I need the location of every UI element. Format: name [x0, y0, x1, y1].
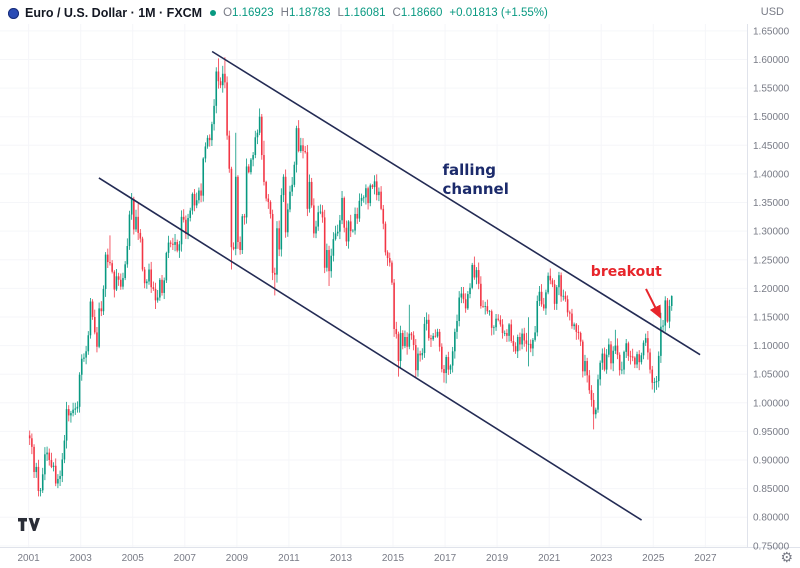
open-value: 1.16923 [232, 7, 274, 19]
svg-text:2027: 2027 [694, 553, 717, 564]
tradingview-logo-icon [18, 518, 40, 531]
breakout-label[interactable]: breakout [591, 264, 662, 280]
open-label: O [223, 7, 233, 19]
eurusd-symbol-icon[interactable] [8, 7, 19, 19]
settings-gear-icon[interactable]: ⚙ [780, 549, 793, 565]
symbol-title[interactable]: Euro / U.S. Dollar · 1M · FXCM [25, 6, 203, 20]
time-axis[interactable]: 2001 2003 2005 2007 2009 2011 2013 2015 2017 2019… [17, 553, 716, 564]
svg-text:0.90000: 0.90000 [753, 456, 790, 467]
breakout-arrow[interactable] [645, 288, 661, 319]
svg-text:1.30000: 1.30000 [753, 227, 790, 238]
svg-text:1.10000: 1.10000 [753, 341, 790, 352]
svg-text:1.15000: 1.15000 [753, 313, 790, 324]
svg-text:1.55000: 1.55000 [753, 84, 790, 95]
close-label: C [392, 7, 401, 19]
svg-text:1.50000: 1.50000 [753, 112, 790, 123]
svg-text:2013: 2013 [330, 553, 353, 564]
svg-text:2019: 2019 [486, 553, 509, 564]
svg-text:2023: 2023 [590, 553, 613, 564]
svg-text:2021: 2021 [538, 553, 561, 564]
svg-text:2017: 2017 [434, 553, 457, 564]
svg-text:1.25000: 1.25000 [753, 255, 790, 266]
svg-text:1.35000: 1.35000 [753, 198, 790, 209]
svg-text:0.75000: 0.75000 [753, 541, 790, 552]
svg-text:1.60000: 1.60000 [753, 55, 790, 66]
svg-text:2003: 2003 [70, 553, 93, 564]
change-value: +0.01813 (+1.55%) [449, 7, 548, 19]
svg-text:1.45000: 1.45000 [753, 141, 790, 152]
svg-text:0.80000: 0.80000 [753, 513, 790, 524]
tradingview-logo[interactable] [18, 518, 40, 536]
svg-text:1.40000: 1.40000 [753, 169, 790, 180]
channel-lower-trendline[interactable] [98, 177, 643, 521]
svg-text:2025: 2025 [642, 553, 665, 564]
svg-text:2001: 2001 [17, 553, 40, 564]
ohlc-values: O 1.16923 H 1.18783 L 1.16081 C 1.18660 +0.0… [223, 7, 548, 19]
high-label: H [280, 7, 289, 19]
low-value: 1.16081 [343, 7, 386, 19]
svg-text:2007: 2007 [174, 553, 197, 564]
market-status-dot [210, 10, 217, 16]
high-value: 1.18783 [288, 7, 331, 19]
close-value: 1.18660 [400, 7, 443, 19]
svg-text:2009: 2009 [226, 553, 249, 564]
svg-text:1.20000: 1.20000 [753, 284, 790, 295]
price-axis[interactable]: 1.65000 1.60000 1.55000 1.50000 1.45000 1.400… [753, 26, 790, 552]
candles-layer[interactable] [28, 57, 673, 497]
svg-text:1.65000: 1.65000 [753, 26, 790, 37]
falling-channel-label[interactable]: falling channel [443, 161, 509, 198]
grid-layer [0, 24, 747, 547]
svg-text:2015: 2015 [382, 553, 405, 564]
channel-upper-trendline[interactable] [211, 50, 701, 356]
svg-text:1.00000: 1.00000 [753, 398, 790, 409]
svg-text:0.85000: 0.85000 [753, 484, 790, 495]
svg-text:0.95000: 0.95000 [753, 427, 790, 438]
svg-text:2005: 2005 [122, 553, 145, 564]
svg-text:2011: 2011 [278, 553, 300, 564]
price-axis-currency-label[interactable]: USD [760, 6, 784, 18]
low-label: L [337, 7, 344, 19]
chart-legend: Euro / U.S. Dollar · 1M · FXCM O 1.16923 … [0, 0, 548, 26]
svg-text:1.05000: 1.05000 [753, 370, 790, 381]
